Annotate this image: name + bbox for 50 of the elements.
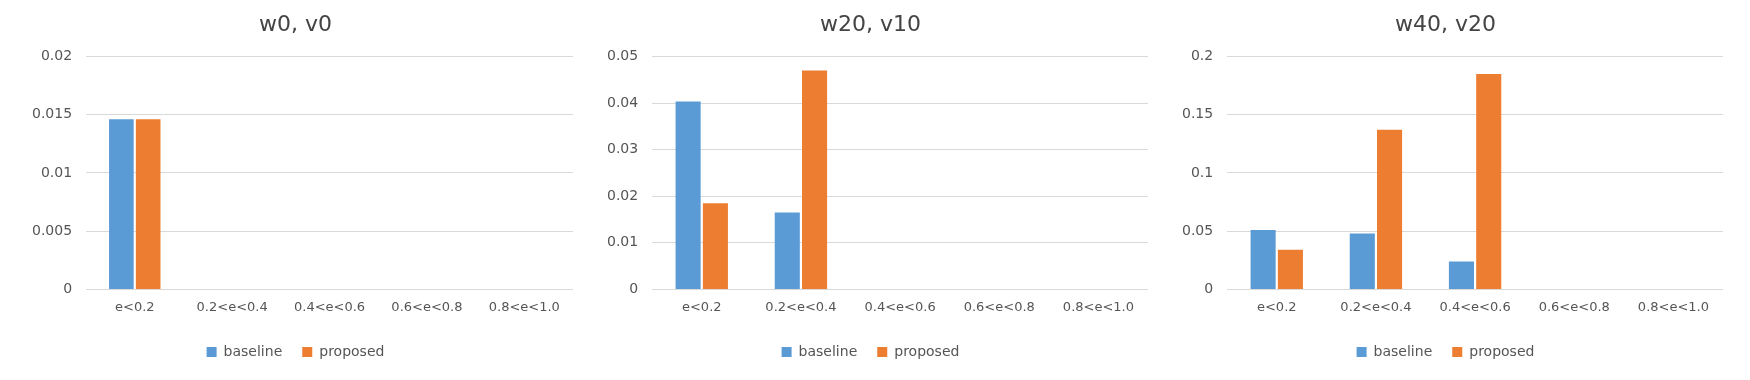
x-tick-label: 0.8<e<1.0 [488, 298, 560, 314]
y-tick-label: 0 [629, 280, 639, 297]
y-tick-label: 0.015 [31, 105, 73, 122]
x-tick-label: 0.6<e<0.8 [963, 298, 1035, 314]
legend-label: baseline [223, 342, 283, 359]
y-tick-label: 0.01 [607, 233, 639, 250]
y-tick-label: 0.04 [607, 93, 639, 110]
y-tick-label: 0.02 [40, 47, 73, 64]
y-tick-label: 0.05 [607, 47, 639, 64]
bar [802, 70, 828, 289]
bar [1349, 233, 1375, 289]
x-tick-label: 0.4<e<0.6 [293, 298, 366, 314]
legend-label: proposed [319, 342, 385, 359]
chart-title: w20, v10 [820, 10, 921, 36]
x-tick-label: 0.4<e<0.6 [864, 298, 936, 314]
y-tick-label: 0 [1204, 280, 1214, 297]
x-tick-label: 0.2<e<0.4 [1340, 298, 1412, 314]
bar [774, 212, 800, 289]
legend-label: baseline [1373, 342, 1433, 359]
bar [1277, 249, 1303, 289]
y-tick-label: 0.005 [31, 221, 73, 238]
legend-label: proposed [1469, 342, 1535, 359]
legend-label: baseline [798, 342, 858, 359]
x-tick-label: 0.2<e<0.4 [765, 298, 837, 314]
y-tick-label: 0.15 [1182, 105, 1214, 122]
y-tick-label: 0.02 [607, 186, 639, 203]
y-tick-label: 0.03 [607, 140, 639, 157]
x-tick-label: e<0.2 [114, 298, 155, 314]
x-tick-label: 0.6<e<0.8 [1538, 298, 1610, 314]
bar [1377, 129, 1403, 289]
y-tick-label: 0 [63, 280, 73, 297]
x-tick-label: 0.8<e<1.0 [1637, 298, 1709, 314]
bar [1476, 73, 1502, 289]
bar [1448, 261, 1474, 289]
x-tick-label: 0.2<e<0.4 [196, 298, 268, 314]
y-tick-label: 0.2 [1190, 47, 1214, 64]
chart-title: w0, v0 [259, 10, 332, 36]
bar [702, 203, 728, 289]
bar [675, 101, 701, 289]
x-tick-label: e<0.2 [1256, 298, 1297, 314]
y-tick-label: 0.01 [40, 163, 73, 180]
y-tick-label: 0.1 [1190, 163, 1214, 180]
legend-label: proposed [894, 342, 960, 359]
x-tick-label: 0.8<e<1.0 [1062, 298, 1134, 314]
y-tick-label: 0.05 [1182, 221, 1214, 238]
bar [1250, 229, 1276, 289]
x-tick-label: 0.6<e<0.8 [391, 298, 463, 314]
chart-title: w40, v20 [1395, 10, 1496, 36]
x-tick-label: 0.4<e<0.6 [1439, 298, 1511, 314]
x-tick-label: e<0.2 [681, 298, 722, 314]
